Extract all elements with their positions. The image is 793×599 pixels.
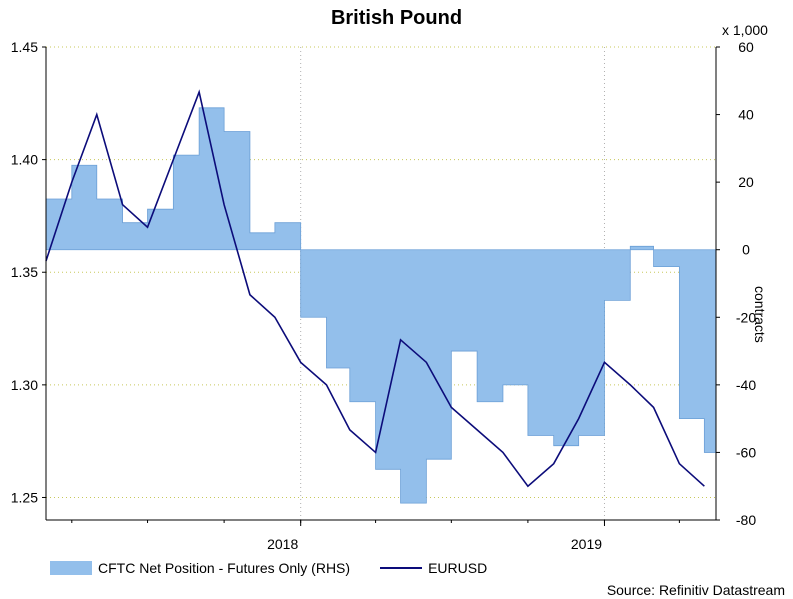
line-series-layer <box>45 89 705 488</box>
y-right-tick-label: 0 <box>742 242 750 258</box>
y-left-tick-label: 1.25 <box>11 489 38 505</box>
y-right-tick-label: -80 <box>736 512 756 528</box>
x-tick-label: 2019 <box>571 536 602 552</box>
y-left-tick-label: 1.45 <box>11 39 38 55</box>
x-ticks: 2018 2019 <box>71 520 680 552</box>
chart-title: British Pound <box>330 7 463 29</box>
source-note: Source: Refinitiv Datastream <box>606 582 785 598</box>
legend-swatch-area <box>50 561 92 575</box>
right-axis-label: contracts <box>752 286 768 343</box>
cftc-net-position-area <box>45 107 717 504</box>
y-left-tick-label: 1.40 <box>11 152 38 168</box>
y-right-tick-label: 20 <box>738 174 754 190</box>
y-right-tick-label: -60 <box>736 444 756 460</box>
legend-label-eurusd: EURUSD <box>428 560 488 576</box>
legend-item-cftc: CFTC Net Position - Futures Only (RHS) <box>50 560 350 576</box>
eurusd-line <box>45 89 705 488</box>
y-right-tick-label: 40 <box>738 107 754 123</box>
y-left-tick-label: 1.35 <box>11 264 38 280</box>
area-series-layer <box>45 107 717 504</box>
legend-item-eurusd: EURUSD <box>380 560 487 576</box>
legend-swatch-line <box>380 567 423 569</box>
y-right-ticks: 60 40 20 0 -20 -40 -60 -80 <box>716 39 756 528</box>
x-tick-label: 2018 <box>267 536 298 552</box>
y-left-ticks: 1.25 1.30 1.35 1.40 1.45 <box>11 39 46 505</box>
legend: CFTC Net Position - Futures Only (RHS) E… <box>50 560 517 576</box>
y-right-tick-label: -20 <box>736 309 756 325</box>
y-right-tick-label: -40 <box>736 377 756 393</box>
right-axis-multiplier: x 1,000 <box>722 22 768 38</box>
y-right-tick-label: 60 <box>738 39 754 55</box>
legend-label-cftc: CFTC Net Position - Futures Only (RHS) <box>98 560 351 576</box>
y-left-tick-label: 1.30 <box>11 377 38 393</box>
